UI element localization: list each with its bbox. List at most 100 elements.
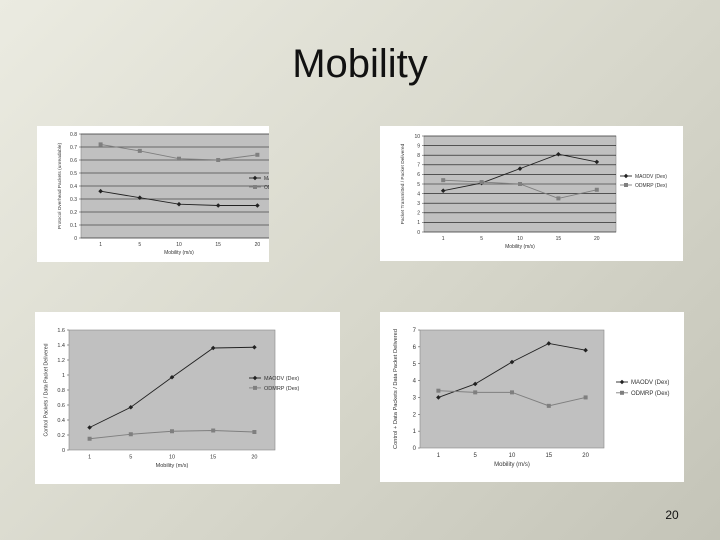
x-tick-label: 5	[138, 242, 141, 248]
y-tick-label: 0	[413, 446, 417, 452]
data-point	[137, 148, 142, 153]
x-tick-label: 20	[251, 455, 257, 461]
y-axis-label: Protocol Overhead Packets (unreadable)	[57, 143, 63, 229]
chart-protocol-overhead: 0 0.1 0.2 0.3 0.4 0.5 0.6 0.7 0.8 1 5 10 15 20 Mobilit…	[37, 126, 269, 262]
data-point	[473, 390, 478, 395]
chart-control-data-packets: 0 1 2 3 4 5 6 7 1 5 10 15 20 Mobility (m/s) Control + …	[380, 312, 684, 482]
data-point	[620, 390, 624, 395]
y-tick-label: 0.4	[70, 184, 77, 190]
x-tick-label: 20	[255, 242, 261, 248]
data-point	[87, 425, 92, 430]
data-point	[436, 388, 441, 393]
data-point	[169, 374, 175, 380]
y-tick-label: 3	[417, 201, 420, 207]
y-tick-label: 0.4	[57, 418, 65, 424]
y-tick-label: 6	[417, 172, 420, 178]
x-tick-label: 10	[176, 242, 182, 248]
data-point	[216, 158, 221, 162]
data-point	[518, 182, 522, 186]
y-tick-label: 0	[74, 236, 77, 242]
y-tick-label: 0.5	[70, 171, 77, 177]
data-point	[252, 375, 258, 381]
y-tick-label: 2	[413, 412, 417, 418]
x-tick-label: 15	[215, 242, 221, 248]
x-tick-label: 1	[88, 455, 91, 461]
x-tick-label: 5	[474, 453, 478, 459]
y-tick-label: 1	[413, 429, 417, 435]
data-point	[510, 390, 514, 395]
data-point	[479, 180, 484, 185]
legend-label: ODMRP (Dex)	[631, 391, 670, 397]
plot-area	[419, 329, 605, 449]
y-tick-label: 0.8	[57, 388, 65, 394]
y-tick-label: 7	[417, 163, 420, 169]
x-tick-label: 10	[517, 236, 523, 242]
y-tick-label: 1.6	[57, 328, 65, 334]
data-point	[87, 436, 92, 441]
y-tick-label: 1	[62, 373, 65, 379]
chart-control-packets: 0 0.2 0.4 0.6 0.8 1 1.2 1.4 1.6 1 5 10 15 20 Mobility …	[35, 312, 340, 484]
y-tick-label: 0.1	[70, 223, 77, 229]
x-tick-label: 20	[582, 453, 589, 459]
chart-svg: 00.20.40.60.811.21.41.61 5 10 15 20Mobility …	[43, 328, 299, 469]
legend-label: ODMRP (Dex)	[264, 185, 269, 191]
data-point	[624, 183, 628, 187]
slide-title: Mobility	[292, 42, 428, 86]
y-tick-label: 10	[414, 134, 420, 140]
data-point	[255, 152, 260, 157]
y-tick-label: 7	[413, 328, 417, 334]
x-axis-label: Mobility (m/s)	[505, 244, 535, 250]
y-axis-label: Packet Transmitted / Packet Delivered	[400, 143, 406, 224]
y-tick-label: 1.2	[57, 358, 65, 364]
data-point	[619, 379, 625, 385]
data-point	[546, 403, 551, 408]
x-tick-label: 10	[509, 453, 516, 459]
data-point	[556, 151, 561, 157]
y-tick-label: 9	[417, 143, 420, 149]
x-tick-label: 1	[437, 453, 441, 459]
y-tick-label: 0.7	[70, 145, 77, 151]
legend-label: MAODV (Dex)	[635, 174, 667, 180]
x-tick-label: 1	[99, 242, 102, 248]
chart-svg: 00.10.20.30.40.50.60.70.81 5 10 15 20Mobilit…	[57, 132, 269, 256]
y-tick-label: 8	[417, 153, 420, 159]
page-number: 20	[665, 508, 679, 522]
y-tick-label: 0.6	[57, 403, 65, 409]
data-point	[98, 142, 103, 147]
data-point	[128, 432, 133, 437]
x-axis-label: Mobility (m/s)	[164, 250, 194, 256]
x-tick-label: 10	[169, 455, 175, 461]
y-tick-label: 6	[413, 345, 417, 351]
data-point	[441, 178, 446, 183]
y-tick-label: 4	[417, 191, 420, 197]
data-point	[252, 344, 257, 350]
data-point	[215, 203, 221, 208]
data-point	[583, 395, 588, 400]
y-tick-label: 0	[417, 230, 420, 236]
data-point	[623, 173, 629, 179]
data-point	[252, 175, 258, 181]
data-point	[583, 347, 588, 353]
data-point	[253, 385, 257, 390]
y-tick-label: 1.4	[57, 343, 65, 349]
data-point	[253, 185, 257, 189]
x-axis-label: Mobility (m/s)	[156, 463, 189, 469]
y-tick-label: 0	[62, 448, 65, 454]
data-point	[594, 187, 599, 192]
legend-label: MAODV (Dex)	[264, 376, 299, 382]
legend-label: MAODV (Dex)	[264, 176, 269, 182]
y-axis-label: Control Packets / Data Packet Delivered	[43, 343, 49, 436]
y-tick-label: 0.8	[70, 132, 77, 138]
legend-label: MAODV (Dex)	[631, 380, 669, 386]
x-tick-label: 15	[556, 236, 562, 242]
x-axis-label: Mobility (m/s)	[494, 462, 530, 468]
y-axis-label: Control + Data Packets / Data Packet Del…	[393, 329, 399, 449]
data-point	[255, 203, 260, 208]
legend-label: ODMRP (Dex)	[635, 183, 667, 189]
data-point	[594, 159, 600, 165]
x-tick-label: 15	[210, 455, 216, 461]
data-point	[546, 341, 552, 346]
y-tick-label: 5	[417, 182, 420, 188]
